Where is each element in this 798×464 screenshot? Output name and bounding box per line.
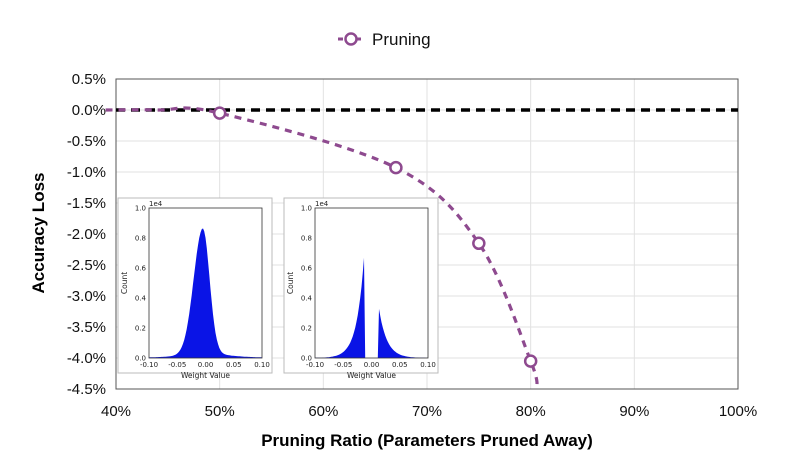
pruning-points — [212, 106, 538, 368]
x-tick-label: 50% — [205, 403, 235, 420]
y-tick-label: -4.5% — [67, 381, 106, 398]
inset-y-tick: 0.8 — [301, 235, 312, 243]
inset-y-tick: 1.0 — [135, 205, 146, 213]
inset-y-tick: 0.4 — [135, 295, 147, 303]
y-tick-label: -2.5% — [67, 257, 106, 274]
plot-frame — [115, 78, 739, 390]
inset-y-label: Count — [286, 272, 295, 294]
x-tick-label: 90% — [619, 403, 649, 420]
data-point — [212, 106, 227, 120]
inset-x-tick: -0.05 — [334, 361, 352, 369]
y-tick-label: -0.5% — [67, 133, 106, 150]
y-tick-label: -4.0% — [67, 350, 106, 367]
histogram-area — [149, 228, 262, 358]
y-axis-title: Accuracy Loss — [29, 173, 48, 294]
y-tick-label: -2.0% — [67, 226, 106, 243]
y-tick-label: 0.0% — [72, 102, 106, 119]
inset-x-tick: 0.00 — [198, 361, 214, 369]
inset-scale-label: 1e4 — [149, 200, 163, 208]
inset-y-tick: 0.6 — [135, 265, 147, 273]
inset-x-tick: -0.05 — [168, 361, 186, 369]
inset-y-tick: 0.6 — [301, 265, 313, 273]
inset-x-tick: 0.05 — [226, 361, 242, 369]
x-axis-title: Pruning Ratio (Parameters Pruned Away) — [261, 431, 593, 450]
inset-y-tick: 0.2 — [135, 325, 146, 333]
inset-x-tick: 0.10 — [254, 361, 270, 369]
inset-axes — [314, 207, 429, 359]
inset-y-tick: 0.0 — [301, 355, 312, 363]
legend-label: Pruning — [372, 30, 431, 49]
inset-x-tick: -0.10 — [306, 361, 324, 369]
y-tick-label: -1.5% — [67, 195, 106, 212]
data-point — [523, 354, 538, 368]
inset-y-tick: 0.0 — [135, 355, 146, 363]
x-tick-label: 70% — [412, 403, 442, 420]
x-tick-label: 100% — [719, 403, 757, 420]
inset-axes — [148, 207, 263, 359]
inset-x-tick: 0.05 — [392, 361, 408, 369]
data-point — [472, 236, 486, 251]
inset-x-label: Weight Value — [181, 371, 230, 380]
inset-y-label: Count — [120, 272, 129, 294]
data-point — [389, 160, 403, 175]
inset-y-tick: 0.4 — [301, 295, 313, 303]
y-tick-label: 0.5% — [72, 71, 106, 88]
inset-y-tick: 0.8 — [135, 235, 146, 243]
inset-y-tick: 1.0 — [301, 205, 312, 213]
x-axis-ticks: 40% 50% 60% 70% 80% 90% 100% — [101, 403, 757, 420]
inset-histogram-pruned: -0.10 -0.05 0.00 0.05 0.10 1.0 0.8 0.6 0.4 0.2 0.0… — [283, 197, 439, 380]
inset-x-tick: -0.10 — [140, 361, 158, 369]
inset-x-tick: 0.10 — [420, 361, 436, 369]
x-tick-label: 40% — [101, 403, 131, 420]
inset-x-label: Weight Value — [347, 371, 396, 380]
y-tick-label: -3.5% — [67, 319, 106, 336]
inset-y-tick: 0.2 — [301, 325, 312, 333]
y-axis-ticks: 0.5% 0.0% -0.5% -1.0% -1.5% -2.0% -2.5% -3.0% -3… — [67, 71, 106, 398]
y-tick-label: -3.0% — [67, 288, 106, 305]
inset-x-tick: 0.00 — [364, 361, 380, 369]
y-tick-label: -1.0% — [67, 164, 106, 181]
legend-marker — [344, 32, 358, 46]
x-tick-label: 80% — [516, 403, 546, 420]
inset-histogram-unpruned: -0.10 -0.05 0.00 0.05 0.10 1.0 0.8 0.6 0.4 0.2 0.0… — [117, 197, 273, 380]
x-tick-label: 60% — [308, 403, 338, 420]
legend: Pruning — [338, 30, 431, 49]
inset-scale-label: 1e4 — [315, 200, 329, 208]
